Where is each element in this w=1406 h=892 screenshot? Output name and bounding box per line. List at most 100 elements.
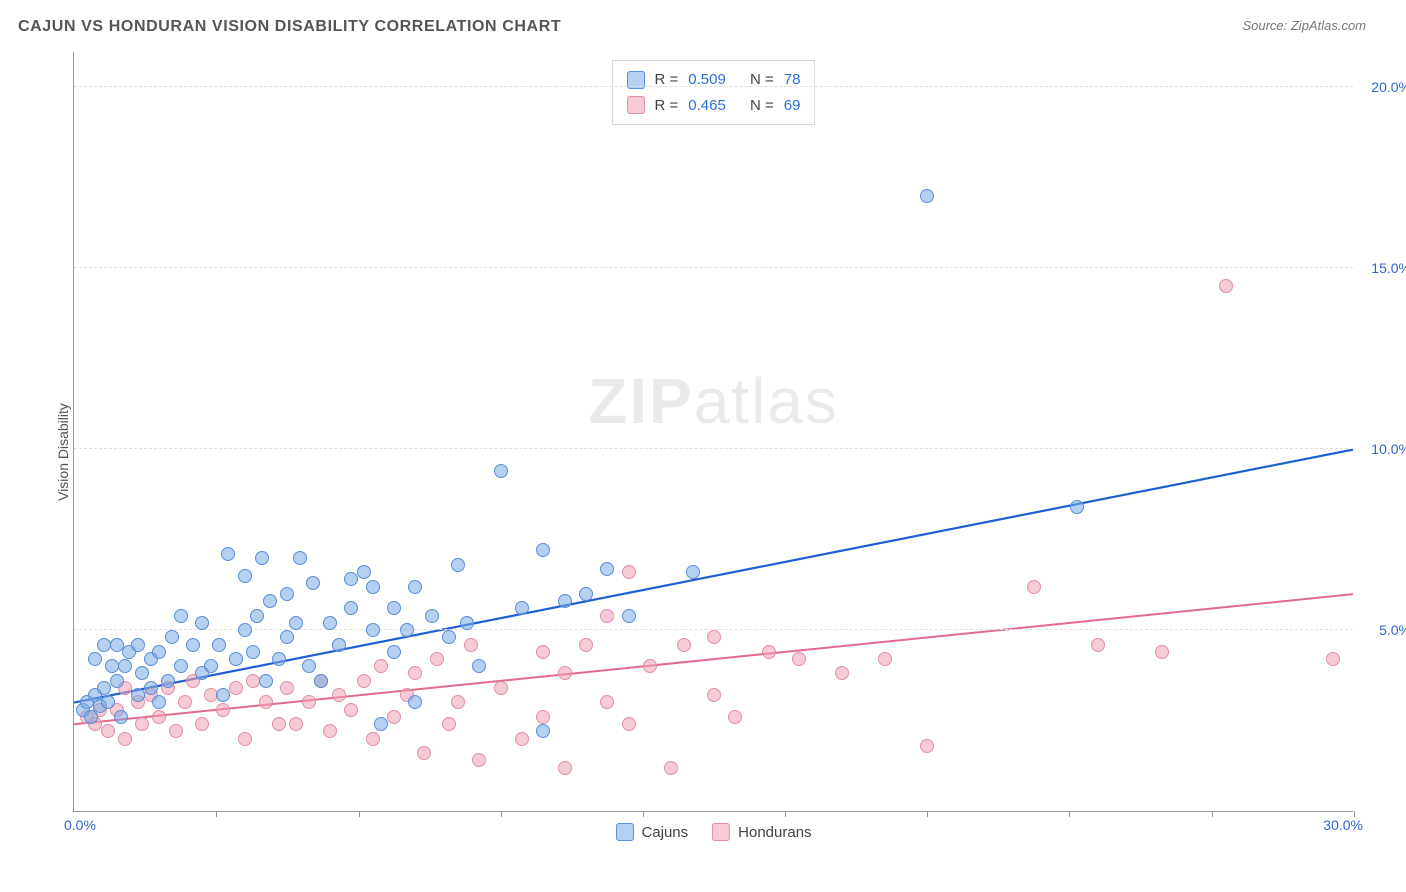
data-point xyxy=(110,638,124,652)
data-point xyxy=(195,717,209,731)
data-point xyxy=(1027,580,1041,594)
data-point xyxy=(186,638,200,652)
data-point xyxy=(118,732,132,746)
data-point xyxy=(792,652,806,666)
data-point xyxy=(408,580,422,594)
data-point xyxy=(387,601,401,615)
data-point xyxy=(460,616,474,630)
data-point xyxy=(1091,638,1105,652)
data-point xyxy=(494,464,508,478)
data-point xyxy=(169,724,183,738)
x-axis-max-label: 30.0% xyxy=(1323,817,1363,833)
data-point xyxy=(118,659,132,673)
data-point xyxy=(536,710,550,724)
data-point xyxy=(357,565,371,579)
data-point xyxy=(878,652,892,666)
x-tick xyxy=(643,811,644,817)
data-point xyxy=(263,594,277,608)
data-point xyxy=(259,695,273,709)
data-point xyxy=(472,659,486,673)
data-point xyxy=(366,732,380,746)
data-point xyxy=(558,761,572,775)
x-tick xyxy=(1212,811,1213,817)
data-point xyxy=(255,551,269,565)
x-axis-origin-label: 0.0% xyxy=(64,817,96,833)
data-point xyxy=(332,638,346,652)
data-point xyxy=(323,616,337,630)
data-point xyxy=(110,674,124,688)
data-point xyxy=(131,688,145,702)
data-point xyxy=(464,638,478,652)
data-point xyxy=(229,681,243,695)
gridline xyxy=(74,267,1353,268)
data-point xyxy=(374,717,388,731)
data-point xyxy=(622,565,636,579)
data-point xyxy=(579,638,593,652)
data-point xyxy=(472,753,486,767)
data-point xyxy=(515,732,529,746)
data-point xyxy=(762,645,776,659)
data-point xyxy=(101,724,115,738)
data-point xyxy=(408,666,422,680)
data-point xyxy=(280,587,294,601)
data-point xyxy=(238,732,252,746)
data-point xyxy=(451,558,465,572)
y-tick-label: 10.0% xyxy=(1371,441,1406,457)
data-point xyxy=(246,645,260,659)
data-point xyxy=(135,717,149,731)
watermark: ZIPatlas xyxy=(588,364,839,438)
x-tick xyxy=(785,811,786,817)
x-tick xyxy=(359,811,360,817)
swatch-b xyxy=(627,96,645,114)
data-point xyxy=(238,569,252,583)
data-point xyxy=(216,703,230,717)
swatch-b-bottom xyxy=(712,823,730,841)
trend-line xyxy=(74,450,1353,703)
data-point xyxy=(366,580,380,594)
gridline xyxy=(74,448,1353,449)
y-axis-label: Vision Disability xyxy=(55,403,71,501)
data-point xyxy=(558,594,572,608)
data-point xyxy=(920,739,934,753)
y-tick-label: 15.0% xyxy=(1371,260,1406,276)
correlation-legend: R = 0.509 N = 78 R = 0.465 N = 69 xyxy=(612,60,816,125)
data-point xyxy=(152,645,166,659)
data-point xyxy=(272,717,286,731)
data-point xyxy=(536,645,550,659)
x-tick xyxy=(1354,811,1355,817)
x-tick xyxy=(501,811,502,817)
data-point xyxy=(600,609,614,623)
data-point xyxy=(408,695,422,709)
series-legend: Cajuns Hondurans xyxy=(615,823,811,841)
data-point xyxy=(1219,279,1233,293)
data-point xyxy=(216,688,230,702)
data-point xyxy=(451,695,465,709)
data-point xyxy=(515,601,529,615)
data-point xyxy=(1326,652,1340,666)
legend-item-b: Hondurans xyxy=(712,823,811,841)
data-point xyxy=(323,724,337,738)
data-point xyxy=(289,717,303,731)
data-point xyxy=(707,688,721,702)
data-point xyxy=(195,616,209,630)
data-point xyxy=(686,565,700,579)
data-point xyxy=(600,562,614,576)
data-point xyxy=(204,659,218,673)
data-point xyxy=(366,623,380,637)
data-point xyxy=(280,630,294,644)
data-point xyxy=(280,681,294,695)
data-point xyxy=(238,623,252,637)
legend-item-a: Cajuns xyxy=(615,823,688,841)
data-point xyxy=(306,576,320,590)
data-point xyxy=(161,674,175,688)
data-point xyxy=(152,695,166,709)
data-point xyxy=(425,609,439,623)
data-point xyxy=(400,623,414,637)
data-point xyxy=(250,609,264,623)
data-point xyxy=(1155,645,1169,659)
data-point xyxy=(221,547,235,561)
data-point xyxy=(374,659,388,673)
data-point xyxy=(835,666,849,680)
data-point xyxy=(293,551,307,565)
source-attribution: Source: ZipAtlas.com xyxy=(1242,18,1366,33)
